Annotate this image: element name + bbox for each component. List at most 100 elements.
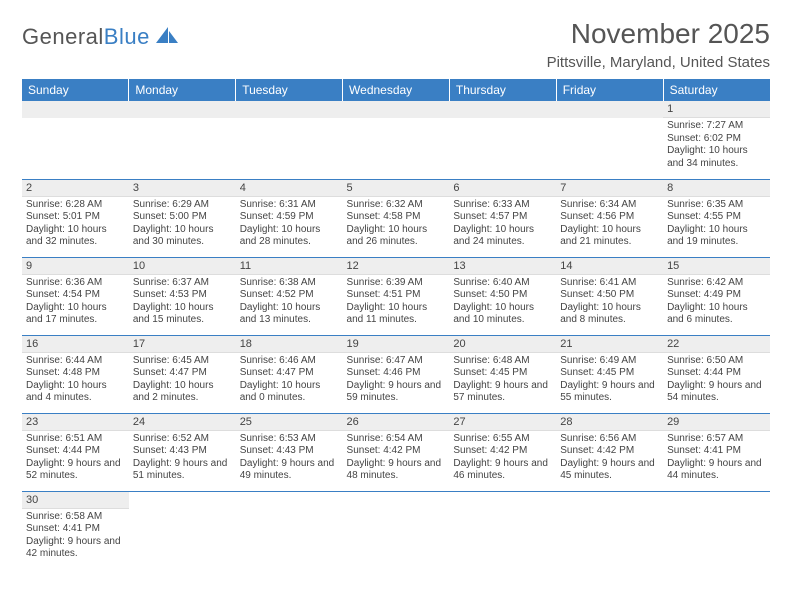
day-number: 30 <box>22 492 129 509</box>
calendar-cell: 9Sunrise: 6:36 AMSunset: 4:54 PMDaylight… <box>22 257 129 335</box>
day-number: 25 <box>236 414 343 431</box>
calendar-row: 1Sunrise: 7:27 AMSunset: 6:02 PMDaylight… <box>22 101 770 179</box>
calendar-cell: 12Sunrise: 6:39 AMSunset: 4:51 PMDayligh… <box>343 257 450 335</box>
day-number: 24 <box>129 414 236 431</box>
day-number: 13 <box>449 258 556 275</box>
day-number: 14 <box>556 258 663 275</box>
calendar-cell <box>663 491 770 569</box>
calendar-cell: 7Sunrise: 6:34 AMSunset: 4:56 PMDaylight… <box>556 179 663 257</box>
day-header: Wednesday <box>343 79 450 101</box>
day-number: 28 <box>556 414 663 431</box>
day-content: Sunrise: 6:58 AMSunset: 4:41 PMDaylight:… <box>22 509 129 565</box>
day-number: 2 <box>22 180 129 197</box>
day-content: Sunrise: 6:49 AMSunset: 4:45 PMDaylight:… <box>556 353 663 409</box>
calendar-cell <box>22 101 129 179</box>
logo-text-1: General <box>22 24 104 49</box>
calendar-row: 2Sunrise: 6:28 AMSunset: 5:01 PMDaylight… <box>22 179 770 257</box>
calendar-cell: 1Sunrise: 7:27 AMSunset: 6:02 PMDaylight… <box>663 101 770 179</box>
calendar-cell: 30Sunrise: 6:58 AMSunset: 4:41 PMDayligh… <box>22 491 129 569</box>
calendar-cell: 23Sunrise: 6:51 AMSunset: 4:44 PMDayligh… <box>22 413 129 491</box>
calendar-cell <box>129 101 236 179</box>
calendar-cell: 20Sunrise: 6:48 AMSunset: 4:45 PMDayligh… <box>449 335 556 413</box>
day-content: Sunrise: 6:39 AMSunset: 4:51 PMDaylight:… <box>343 275 450 331</box>
day-header: Monday <box>129 79 236 101</box>
day-header: Thursday <box>449 79 556 101</box>
calendar-cell <box>343 491 450 569</box>
day-content: Sunrise: 6:28 AMSunset: 5:01 PMDaylight:… <box>22 197 129 253</box>
calendar-cell <box>449 491 556 569</box>
calendar-cell <box>236 491 343 569</box>
day-number: 11 <box>236 258 343 275</box>
day-number: 7 <box>556 180 663 197</box>
calendar-row: 30Sunrise: 6:58 AMSunset: 4:41 PMDayligh… <box>22 491 770 569</box>
day-header: Tuesday <box>236 79 343 101</box>
calendar-cell: 13Sunrise: 6:40 AMSunset: 4:50 PMDayligh… <box>449 257 556 335</box>
day-number: 4 <box>236 180 343 197</box>
day-content: Sunrise: 6:55 AMSunset: 4:42 PMDaylight:… <box>449 431 556 487</box>
day-number: 19 <box>343 336 450 353</box>
day-number: 22 <box>663 336 770 353</box>
calendar-cell: 10Sunrise: 6:37 AMSunset: 4:53 PMDayligh… <box>129 257 236 335</box>
day-number: 21 <box>556 336 663 353</box>
day-content: Sunrise: 6:45 AMSunset: 4:47 PMDaylight:… <box>129 353 236 409</box>
day-header: Sunday <box>22 79 129 101</box>
day-header: Saturday <box>663 79 770 101</box>
day-number: 26 <box>343 414 450 431</box>
day-number: 10 <box>129 258 236 275</box>
day-content: Sunrise: 7:27 AMSunset: 6:02 PMDaylight:… <box>663 118 770 174</box>
calendar-cell: 29Sunrise: 6:57 AMSunset: 4:41 PMDayligh… <box>663 413 770 491</box>
calendar-table: SundayMondayTuesdayWednesdayThursdayFrid… <box>22 79 770 569</box>
empty-day-bar <box>556 101 663 118</box>
calendar-cell: 6Sunrise: 6:33 AMSunset: 4:57 PMDaylight… <box>449 179 556 257</box>
day-number: 9 <box>22 258 129 275</box>
location-text: Pittsville, Maryland, United States <box>547 54 770 71</box>
calendar-cell <box>449 101 556 179</box>
day-content: Sunrise: 6:42 AMSunset: 4:49 PMDaylight:… <box>663 275 770 331</box>
day-number: 27 <box>449 414 556 431</box>
day-content: Sunrise: 6:32 AMSunset: 4:58 PMDaylight:… <box>343 197 450 253</box>
day-content: Sunrise: 6:51 AMSunset: 4:44 PMDaylight:… <box>22 431 129 487</box>
day-header-row: SundayMondayTuesdayWednesdayThursdayFrid… <box>22 79 770 101</box>
calendar-cell: 4Sunrise: 6:31 AMSunset: 4:59 PMDaylight… <box>236 179 343 257</box>
day-number: 18 <box>236 336 343 353</box>
day-number: 6 <box>449 180 556 197</box>
day-content: Sunrise: 6:47 AMSunset: 4:46 PMDaylight:… <box>343 353 450 409</box>
calendar-cell: 5Sunrise: 6:32 AMSunset: 4:58 PMDaylight… <box>343 179 450 257</box>
calendar-cell <box>129 491 236 569</box>
calendar-row: 23Sunrise: 6:51 AMSunset: 4:44 PMDayligh… <box>22 413 770 491</box>
day-number: 23 <box>22 414 129 431</box>
day-content: Sunrise: 6:29 AMSunset: 5:00 PMDaylight:… <box>129 197 236 253</box>
calendar-cell: 28Sunrise: 6:56 AMSunset: 4:42 PMDayligh… <box>556 413 663 491</box>
logo: GeneralBlue <box>22 24 180 50</box>
header: GeneralBlue November 2025 Pittsville, Ma… <box>22 18 770 71</box>
day-content: Sunrise: 6:40 AMSunset: 4:50 PMDaylight:… <box>449 275 556 331</box>
day-content: Sunrise: 6:53 AMSunset: 4:43 PMDaylight:… <box>236 431 343 487</box>
day-content: Sunrise: 6:33 AMSunset: 4:57 PMDaylight:… <box>449 197 556 253</box>
calendar-cell: 25Sunrise: 6:53 AMSunset: 4:43 PMDayligh… <box>236 413 343 491</box>
day-number: 29 <box>663 414 770 431</box>
day-content: Sunrise: 6:34 AMSunset: 4:56 PMDaylight:… <box>556 197 663 253</box>
calendar-cell: 8Sunrise: 6:35 AMSunset: 4:55 PMDaylight… <box>663 179 770 257</box>
calendar-cell: 17Sunrise: 6:45 AMSunset: 4:47 PMDayligh… <box>129 335 236 413</box>
calendar-cell <box>556 491 663 569</box>
calendar-cell: 26Sunrise: 6:54 AMSunset: 4:42 PMDayligh… <box>343 413 450 491</box>
day-number: 3 <box>129 180 236 197</box>
calendar-cell: 19Sunrise: 6:47 AMSunset: 4:46 PMDayligh… <box>343 335 450 413</box>
day-content: Sunrise: 6:37 AMSunset: 4:53 PMDaylight:… <box>129 275 236 331</box>
calendar-cell: 18Sunrise: 6:46 AMSunset: 4:47 PMDayligh… <box>236 335 343 413</box>
day-number: 8 <box>663 180 770 197</box>
day-content: Sunrise: 6:46 AMSunset: 4:47 PMDaylight:… <box>236 353 343 409</box>
day-content: Sunrise: 6:48 AMSunset: 4:45 PMDaylight:… <box>449 353 556 409</box>
day-number: 5 <box>343 180 450 197</box>
empty-day-bar <box>449 101 556 118</box>
day-content: Sunrise: 6:50 AMSunset: 4:44 PMDaylight:… <box>663 353 770 409</box>
logo-text: GeneralBlue <box>22 24 150 50</box>
day-content: Sunrise: 6:38 AMSunset: 4:52 PMDaylight:… <box>236 275 343 331</box>
day-header: Friday <box>556 79 663 101</box>
day-content: Sunrise: 6:54 AMSunset: 4:42 PMDaylight:… <box>343 431 450 487</box>
calendar-row: 16Sunrise: 6:44 AMSunset: 4:48 PMDayligh… <box>22 335 770 413</box>
day-content: Sunrise: 6:56 AMSunset: 4:42 PMDaylight:… <box>556 431 663 487</box>
calendar-cell: 15Sunrise: 6:42 AMSunset: 4:49 PMDayligh… <box>663 257 770 335</box>
calendar-cell <box>236 101 343 179</box>
day-number: 20 <box>449 336 556 353</box>
